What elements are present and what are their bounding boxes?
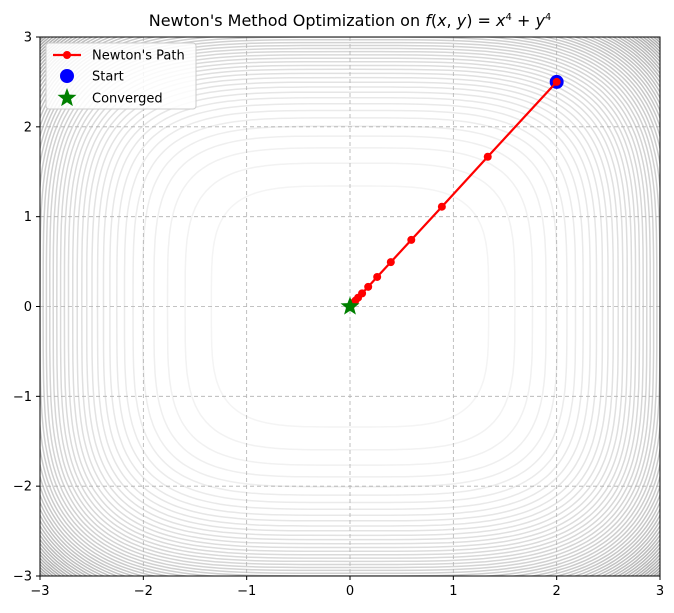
x-tick-label: −1	[237, 584, 256, 599]
newton-path-point	[373, 273, 381, 281]
y-tick-label: −2	[13, 480, 32, 495]
chart-title-prefix: Newton's Method Optimization on	[149, 11, 425, 30]
newton-path-point	[438, 203, 446, 211]
newton-path-point	[364, 283, 372, 291]
x-tick-label: −2	[134, 584, 153, 599]
legend-newton-path-marker	[63, 51, 71, 59]
x-tick-label: −3	[30, 584, 49, 599]
y-tick-label: 0	[24, 300, 32, 315]
newton-path-point	[484, 153, 492, 161]
legend-start-marker	[60, 69, 74, 83]
x-tick-label: 3	[656, 584, 664, 599]
x-tick-label: 2	[553, 584, 561, 599]
newton-path-point	[407, 236, 415, 244]
y-axis: −3 −2 −1 0 1 2 3	[13, 31, 40, 585]
y-tick-label: 3	[24, 31, 32, 46]
y-tick-label: −3	[13, 570, 32, 585]
chart-title: Newton's Method Optimization on f(x, y) …	[149, 11, 552, 30]
newton-path-point	[387, 258, 395, 266]
x-axis: −3 −2 −1 0 1 2 3	[30, 576, 664, 599]
y-tick-label: 1	[24, 210, 32, 225]
legend-label-start: Start	[92, 70, 124, 85]
y-tick-label: 2	[24, 120, 32, 135]
legend-label-converged: Converged	[92, 92, 163, 107]
y-tick-label: −1	[13, 390, 32, 405]
x-tick-label: 0	[346, 584, 354, 599]
x-tick-label: 1	[449, 584, 457, 599]
legend-label-newton-path: Newton's Path	[92, 49, 185, 64]
legend: Newton's Path Start Converged	[46, 43, 196, 109]
newton-path-point	[553, 78, 561, 86]
